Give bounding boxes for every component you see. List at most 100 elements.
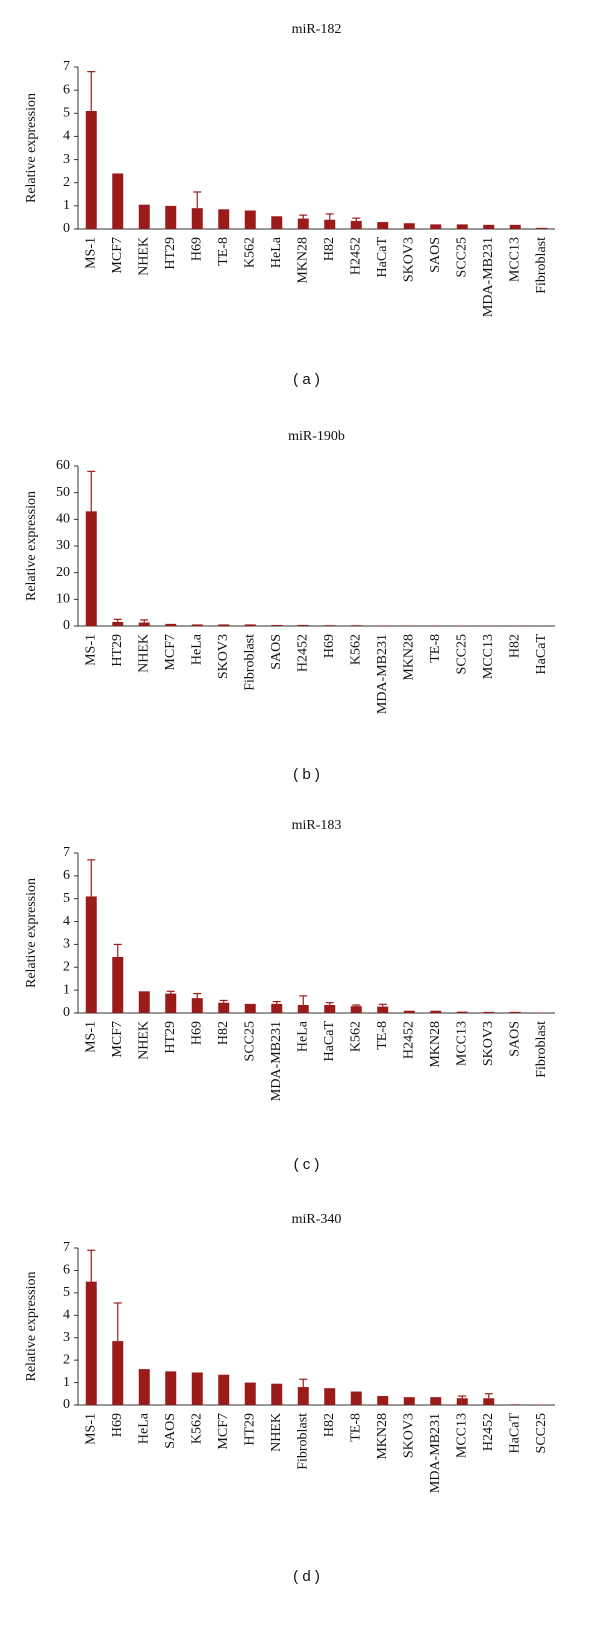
y-tick-label: 0 (63, 618, 70, 633)
x-tick-label: TE-8 (375, 1021, 390, 1050)
bar (509, 1404, 521, 1405)
y-tick-label: 20 (56, 565, 70, 580)
bar (403, 625, 415, 626)
x-tick-label: HT29 (163, 1021, 178, 1054)
bar (324, 625, 336, 626)
y-tick-label: 50 (56, 485, 70, 500)
x-tick-label: MCF7 (216, 1413, 231, 1450)
x-tick-label: SCC25 (534, 1413, 549, 1453)
x-tick-label: H82 (507, 634, 522, 658)
bar (271, 1003, 283, 1013)
bar (430, 1397, 442, 1405)
bar (297, 218, 309, 229)
y-tick-label: 0 (63, 1005, 70, 1020)
bar (244, 624, 256, 626)
x-tick-label: HT29 (242, 1413, 257, 1446)
y-tick-label: 6 (63, 868, 70, 883)
bar (138, 1369, 150, 1405)
y-tick-label: 2 (63, 1352, 70, 1367)
bar (271, 624, 283, 626)
bar (456, 1398, 468, 1405)
bar (350, 220, 362, 229)
bar (350, 625, 362, 626)
y-tick-label: 7 (63, 845, 70, 860)
bar (403, 223, 415, 229)
y-tick-label: 10 (56, 592, 70, 607)
bar (536, 227, 548, 229)
x-tick-label: MKN28 (428, 1021, 443, 1068)
bar (456, 224, 468, 229)
bar (324, 1005, 336, 1013)
x-tick-label: SAOS (428, 237, 443, 273)
x-tick-label: Fibroblast (534, 237, 549, 294)
x-tick-label: K562 (348, 634, 363, 665)
x-tick-label: MKN28 (295, 237, 310, 284)
y-tick-label: 0 (63, 1397, 70, 1412)
x-tick-label: H2452 (348, 237, 363, 275)
x-tick-label: H82 (322, 1413, 337, 1437)
bar (138, 204, 150, 229)
y-tick-label: 1 (63, 982, 70, 997)
bar (244, 210, 256, 229)
bar (430, 224, 442, 229)
x-tick-label: MS-1 (83, 1021, 98, 1053)
x-tick-label: HaCaT (322, 1021, 337, 1062)
bar (509, 224, 521, 229)
bar (218, 624, 230, 626)
x-tick-label: Fibroblast (295, 1413, 310, 1470)
x-tick-label: SCC25 (454, 634, 469, 674)
bar (324, 1388, 336, 1405)
x-tick-label: MDA-MB231 (481, 237, 496, 317)
bar (85, 896, 97, 1013)
x-tick-label: HaCaT (375, 237, 390, 278)
chart-title: miR-190b (288, 429, 345, 444)
bar (191, 208, 203, 229)
x-tick-label: H69 (189, 237, 204, 261)
x-tick-label: H2452 (295, 634, 310, 672)
x-tick-label: K562 (189, 1413, 204, 1444)
bar (112, 1341, 124, 1405)
x-tick-label: H69 (322, 634, 337, 658)
bar (165, 623, 177, 626)
x-tick-label: HaCaT (534, 634, 549, 675)
y-tick-label: 1 (63, 198, 70, 213)
bar (483, 224, 495, 229)
caption: ( c ) (294, 1156, 320, 1173)
x-tick-label: H82 (216, 1021, 231, 1045)
x-tick-label: H69 (189, 1021, 204, 1045)
y-tick-label: 5 (63, 1285, 70, 1300)
bar (191, 624, 203, 626)
y-tick-label: 3 (63, 152, 70, 167)
bar (430, 1010, 442, 1013)
bar (85, 1281, 97, 1405)
x-tick-label: K562 (348, 1021, 363, 1052)
bar (377, 222, 389, 229)
y-tick-label: 4 (63, 914, 70, 929)
y-tick-label: 6 (63, 82, 70, 97)
y-tick-label: 40 (56, 512, 70, 527)
x-tick-label: HeLa (295, 1020, 310, 1052)
bar (403, 1010, 415, 1013)
bar (271, 1383, 283, 1405)
x-tick-label: MDA-MB231 (428, 1413, 443, 1493)
x-tick-label: Fibroblast (534, 1021, 549, 1078)
y-tick-label: 7 (63, 59, 70, 74)
bar (403, 1397, 415, 1405)
bar (138, 991, 150, 1013)
y-tick-label: 60 (56, 458, 70, 473)
bar (218, 1374, 230, 1405)
x-tick-label: SKOV3 (481, 1021, 496, 1066)
bar (138, 622, 150, 626)
y-tick-label: 4 (63, 129, 70, 144)
x-tick-label: H69 (110, 1413, 125, 1437)
x-tick-label: MCC13 (507, 237, 522, 282)
x-tick-label: HeLa (269, 236, 284, 268)
chart-title: miR-182 (292, 22, 342, 37)
x-tick-label: SAOS (507, 1021, 522, 1057)
y-tick-label: 6 (63, 1263, 70, 1278)
y-tick-label: 2 (63, 175, 70, 190)
x-tick-label: MKN28 (375, 1413, 390, 1460)
x-tick-label: H2452 (401, 1021, 416, 1059)
bar (191, 998, 203, 1013)
x-tick-label: SAOS (163, 1413, 178, 1449)
